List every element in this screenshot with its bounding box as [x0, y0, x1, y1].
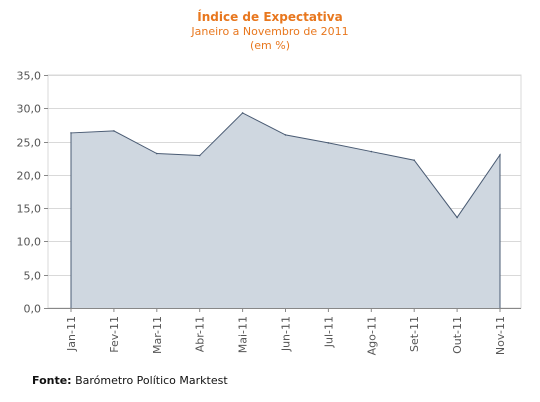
data-point — [70, 132, 72, 134]
x-tick-label: Abr-11 — [194, 316, 207, 352]
source-note: Fonte: Barómetro Político Marktest — [32, 374, 228, 387]
x-tick-label: Jun-11 — [280, 316, 293, 352]
data-point — [327, 142, 330, 144]
source-text: Barómetro Político Marktest — [75, 374, 228, 387]
y-tick-label: 30,0 — [17, 103, 42, 116]
x-tick-label: Nov-11 — [494, 316, 507, 355]
chart-subtitle-unit: (em %) — [249, 39, 290, 52]
y-tick-label: 25,0 — [17, 137, 42, 150]
x-tick-label: Set-11 — [408, 316, 421, 352]
y-tick-label: 0,0 — [24, 303, 42, 316]
chart-titles: Índice de Expectativa Janeiro a Novembro… — [0, 10, 540, 53]
y-tick-label: 5,0 — [24, 270, 42, 283]
x-tick-label: Jul-11 — [322, 316, 335, 348]
data-point — [198, 154, 201, 157]
data-point — [499, 154, 501, 156]
data-point — [370, 150, 373, 153]
data-point — [284, 134, 287, 136]
data-point — [156, 152, 158, 155]
source-label: Fonte: — [32, 374, 72, 387]
data-point — [113, 130, 115, 132]
y-tick-label: 35,0 — [17, 70, 42, 83]
x-tick-label: Out-11 — [451, 316, 464, 354]
area-fill — [71, 112, 500, 309]
y-tick-label: 15,0 — [17, 203, 42, 216]
y-tick-label: 20,0 — [17, 170, 42, 183]
y-tick-label: 10,0 — [17, 236, 42, 249]
x-tick-label: Mar-11 — [151, 316, 164, 354]
data-point — [456, 216, 458, 219]
x-tick-label: Jan-11 — [65, 316, 78, 352]
x-tick-label: Ago-11 — [365, 316, 378, 355]
data-point — [413, 159, 416, 162]
chart-title: Índice de Expectativa — [197, 10, 343, 24]
chart-subtitle: Janeiro a Novembro de 2011 — [191, 25, 349, 38]
x-tick-label: Mai-11 — [237, 316, 250, 353]
x-tick-label: Fev-11 — [108, 316, 121, 353]
data-point — [241, 112, 244, 114]
